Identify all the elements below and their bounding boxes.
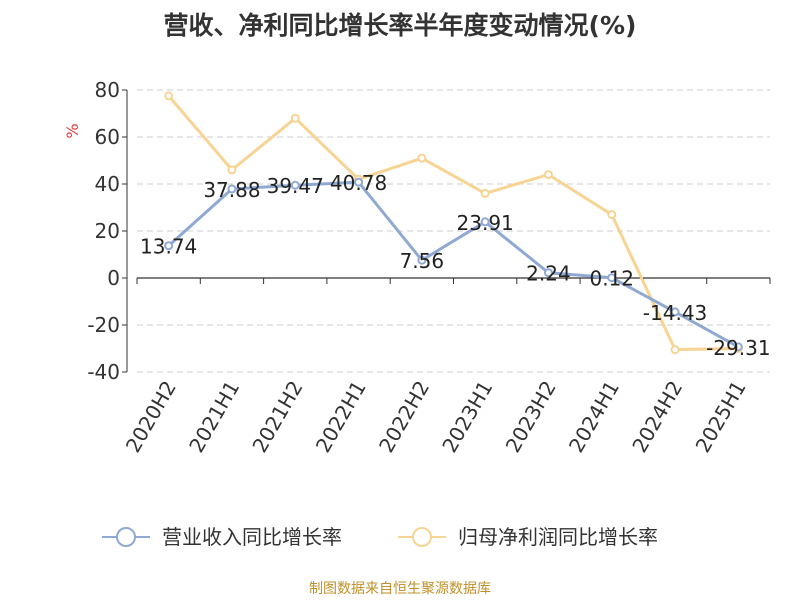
profit-point: [670, 345, 680, 355]
y-axis-label: %: [63, 123, 82, 138]
data-label: 0.12: [589, 267, 634, 291]
y-tick-label: -40: [87, 360, 120, 384]
profit-point: [290, 113, 300, 123]
revenue-point: [733, 342, 743, 352]
data-label: 39.47: [267, 174, 324, 198]
y-tick-label: 20: [95, 219, 120, 243]
legend-marker-icon: [412, 527, 432, 547]
profit-point: [543, 170, 553, 180]
revenue-point: [543, 268, 553, 278]
data-label: 40.78: [330, 171, 387, 195]
data-label: -29.31: [706, 336, 770, 360]
x-tick-label: 2020H2: [121, 377, 181, 457]
x-tick-label: 2021H2: [247, 377, 307, 457]
profit-point: [164, 91, 174, 101]
revenue-point: [227, 184, 237, 194]
y-tick-label: 40: [95, 172, 120, 196]
x-tick-label: 2025H1: [691, 377, 751, 457]
data-label: -14.43: [643, 301, 707, 325]
x-tick-label: 2023H1: [437, 377, 497, 457]
profit-point: [417, 153, 427, 163]
revenue-point: [607, 273, 617, 283]
profit-point: [480, 188, 490, 198]
data-label: 37.88: [203, 178, 260, 202]
data-label: 2.24: [526, 262, 571, 286]
source-footer: 制图数据来自恒生聚源数据库: [309, 581, 491, 597]
y-tick-label: 0: [107, 266, 120, 290]
y-tick-label: 60: [95, 125, 120, 149]
x-tick-label: 2024H2: [627, 377, 687, 457]
x-tick-label: 2023H2: [501, 377, 561, 457]
legend-item-revenue: 营业收入同比增长率: [162, 525, 342, 549]
y-tick-label: 80: [95, 78, 120, 102]
revenue-point: [164, 241, 174, 251]
revenue-point: [354, 177, 364, 187]
revenue-point: [290, 180, 300, 190]
revenue-point: [417, 255, 427, 265]
x-tick-label: 2022H1: [311, 377, 371, 457]
y-tick-label: -20: [87, 313, 120, 337]
profit-series-line: [167, 94, 739, 352]
legend-item-profit: 归母净利润同比增长率: [458, 525, 658, 549]
profit-point: [227, 165, 237, 175]
revenue-series-line: [167, 180, 740, 349]
chart-title: 营收、净利同比增长率半年度变动情况(%): [163, 11, 637, 40]
x-tick-label: 2021H1: [184, 377, 244, 457]
data-label: 13.74: [140, 235, 197, 259]
x-tick-label: 2024H1: [564, 377, 624, 457]
revenue-point: [670, 307, 680, 317]
data-label: 23.91: [457, 211, 514, 235]
data-label: 7.56: [400, 249, 445, 273]
profit-point: [607, 210, 617, 220]
x-tick-label: 2022H2: [374, 377, 434, 457]
legend-marker-icon: [116, 527, 136, 547]
revenue-point: [480, 217, 490, 227]
